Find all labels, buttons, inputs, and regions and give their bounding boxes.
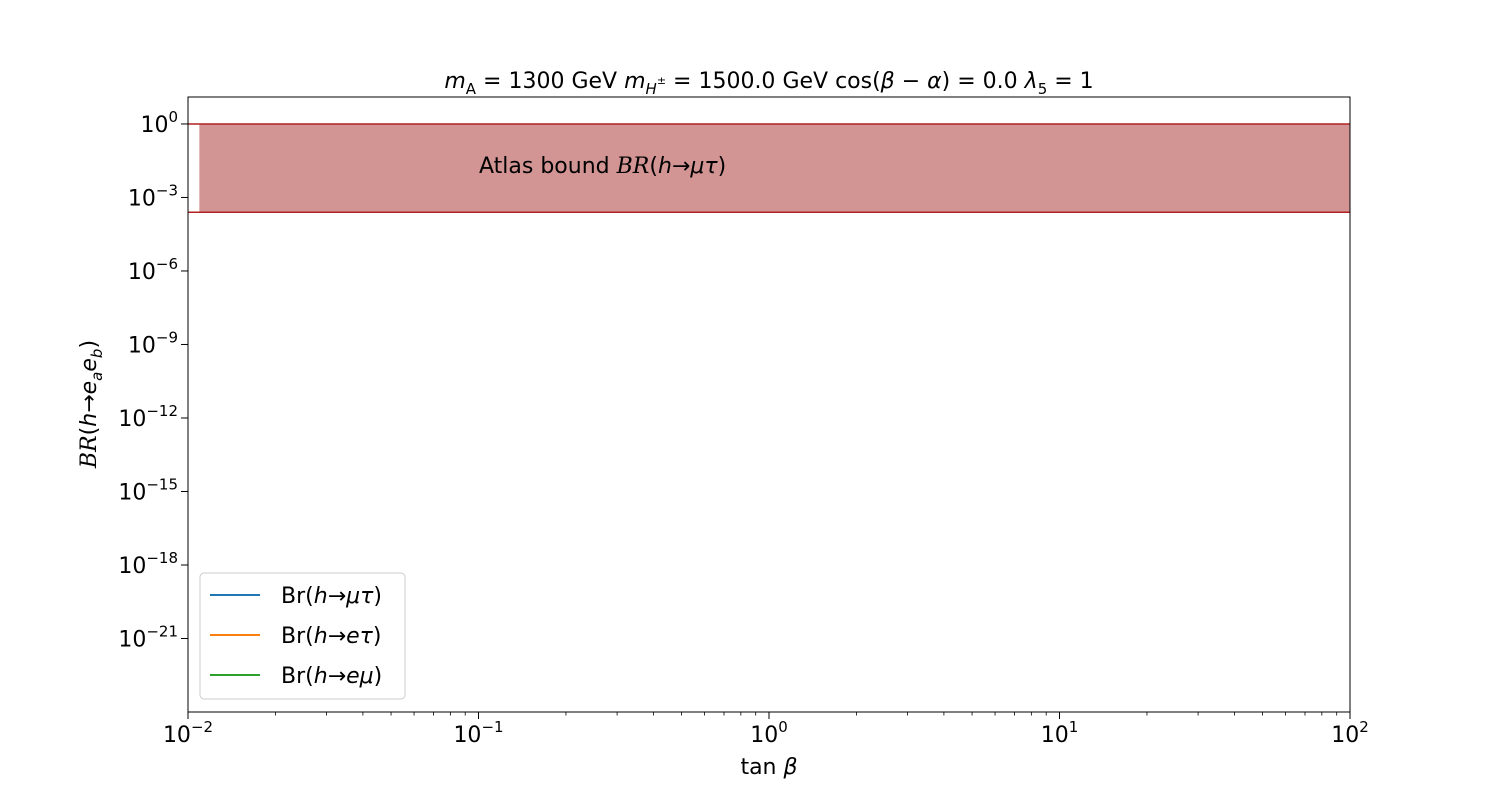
x-axis-title: tan β bbox=[740, 755, 797, 780]
y-tick-label: 10−21 bbox=[118, 622, 178, 652]
y-tick-label: 10−18 bbox=[118, 549, 178, 579]
title-mh-value: 1500.0 bbox=[698, 69, 775, 94]
atlas-bound-band-group bbox=[188, 123, 1351, 213]
y-tick-label: 10−6 bbox=[128, 255, 178, 285]
plot-frame bbox=[187, 96, 1351, 713]
legend-label-1: Br(h→eτ) bbox=[281, 624, 382, 649]
y-axis-title: BR(h→eaeb) bbox=[77, 340, 106, 469]
y-tick-label: 10−15 bbox=[118, 475, 178, 505]
x-ticks-group: 10−2 10−1 100 101 102 bbox=[163, 712, 1369, 748]
x-tick-label: 10−1 bbox=[453, 718, 503, 748]
legend-box bbox=[199, 572, 406, 700]
title-lambda-value: 1 bbox=[1080, 69, 1094, 94]
atlas-bound-fill bbox=[200, 123, 1351, 213]
x-tick-label: 10−2 bbox=[163, 718, 213, 748]
chart-title: mA = 1300 GeV mH± = 1500.0 GeV cos(β − α… bbox=[444, 69, 1093, 98]
x-tick-label: 100 bbox=[750, 718, 788, 748]
legend-label-2: Br(h→eμ) bbox=[281, 664, 382, 689]
atlas-bound-label: Atlas bound BR(h→μτ) bbox=[479, 154, 726, 179]
y-tick-label: 10−12 bbox=[118, 402, 178, 432]
y-tick-label: 10−9 bbox=[128, 328, 178, 358]
x-tick-label: 102 bbox=[1331, 718, 1369, 748]
y-tick-label: 100 bbox=[140, 108, 178, 138]
title-cos-value: 0.0 bbox=[983, 69, 1018, 94]
y-tick-label: 10−3 bbox=[128, 181, 178, 211]
x-tick-label: 101 bbox=[1041, 718, 1079, 748]
legend-label-0: Br(h→μτ) bbox=[281, 584, 382, 609]
legend: Br(h→μτ) Br(h→eτ) Br(h→eμ) bbox=[199, 572, 406, 700]
y-ticks-group: 100 10−3 10−6 10−9 10−12 10−15 10−18 10−21 bbox=[118, 108, 188, 652]
title-ma-value: 1300 bbox=[508, 69, 564, 94]
